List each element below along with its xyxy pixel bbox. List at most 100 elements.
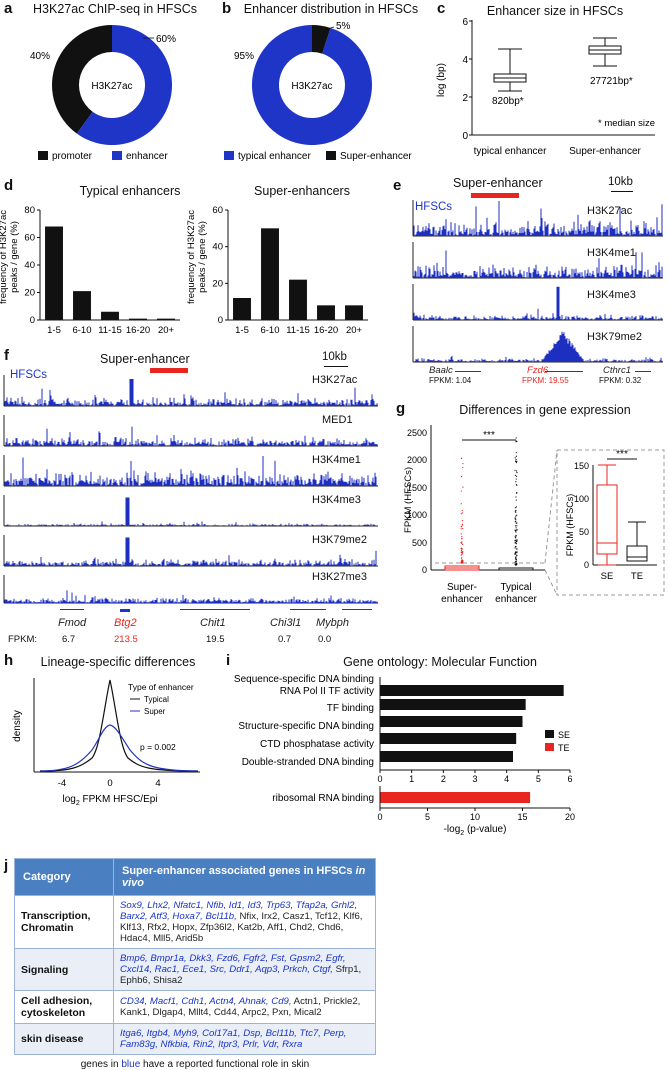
panel-e-letter: e: [393, 177, 402, 194]
track-h3k4me3: [412, 284, 663, 321]
go-term-label: Structure-specific DNA binding: [238, 721, 374, 732]
track-label: H3K4me3: [587, 289, 636, 301]
track-label: H3K4me1: [312, 454, 361, 466]
x-tick-label: 5: [536, 774, 541, 784]
gene-fmod: Fmod: [58, 617, 87, 629]
legend-super: Super-enhancer: [340, 151, 412, 162]
tick: 1500: [407, 483, 427, 493]
x-tick-label: 6: [567, 774, 572, 784]
y-tick-label: 20: [212, 278, 223, 289]
track-label: H3K27ac: [312, 374, 358, 386]
donut-center-label: H3K27ac: [91, 81, 132, 92]
row-genes: Bmp6, Bmpr1a, Dkk3, Fzd6, Fgfr2, Fst, Gp…: [113, 948, 376, 991]
x-tick-label: 10: [470, 812, 480, 822]
track-label: H3K27ac: [587, 205, 633, 217]
track-h3k27ac: [412, 200, 663, 237]
donut-center-label: H3K27ac: [291, 81, 332, 92]
y-tick-label: 20: [24, 288, 35, 299]
go-bar-se: [380, 733, 517, 744]
gene-model: [120, 609, 130, 612]
x-tick-label: 16-20: [126, 325, 150, 336]
x-label-super: Super-enhancer: [569, 146, 641, 157]
inset-x-label: SE: [601, 571, 614, 582]
scale-bar: [324, 366, 348, 367]
y-axis-label: frequency of H3K27ac: [0, 210, 9, 304]
legend-swatch-super: [326, 151, 336, 160]
x-tick-label: 1: [409, 774, 414, 784]
tick: 500: [412, 538, 427, 548]
x-tick-label: 20+: [158, 325, 175, 336]
go-term-label: RNA Pol II TF activity: [280, 686, 374, 697]
donut-slice-typical: [251, 24, 372, 145]
bar: [157, 318, 175, 320]
row-genes: CD34, Macf1, Cdh1, Actn4, Ahnak, Cd9, Ac…: [113, 990, 376, 1024]
track-label: H3K79me2: [587, 331, 643, 343]
bar: [261, 228, 279, 320]
tick: 4: [462, 55, 468, 66]
panel-h-letter: h: [4, 652, 14, 669]
go-term-label: ribosomal RNA binding: [272, 793, 374, 804]
panel-i-letter: i: [226, 652, 231, 669]
panel-d-letter: d: [4, 177, 14, 194]
gene-baalc: Baalc: [429, 365, 453, 376]
x-tick-label: 4: [504, 774, 509, 784]
x-tick-label: 0: [377, 812, 382, 822]
gene-model: [180, 609, 250, 610]
gene-model: [455, 371, 481, 372]
gene-model: [60, 609, 84, 610]
tick: 0: [422, 565, 427, 575]
go-bar-se: [380, 699, 526, 710]
y-tick-label: 60: [212, 205, 223, 216]
track-h3k4me1: [3, 455, 378, 487]
panel-a-letter: a: [4, 0, 13, 17]
bar: [345, 305, 363, 320]
inset-box-te: [626, 545, 648, 562]
tick: 100: [574, 494, 589, 504]
tick: 2000: [407, 455, 427, 465]
x-tick-label: 6-10: [260, 325, 279, 336]
tick: 2500: [407, 428, 427, 438]
y-tick-label: 80: [24, 205, 35, 216]
inset-significance: ***: [616, 449, 628, 460]
median-super: 27721bp*: [590, 76, 633, 87]
median-typical: 820bp*: [492, 96, 524, 107]
track-label: H3K27me3: [312, 571, 368, 583]
inset-box-se: [596, 484, 618, 555]
y-tick-label: 60: [24, 233, 35, 244]
fpkm-value: 0.0: [318, 634, 332, 645]
fpkm-value: 19.5: [206, 634, 225, 645]
gene-chit1: Chit1: [200, 617, 226, 629]
y-axis-label: FPKM (HFSCs): [403, 467, 414, 533]
tick: 4: [155, 778, 160, 789]
scale-bar: [611, 191, 633, 192]
tick: 2: [462, 93, 468, 104]
y-tick-label: 0: [218, 315, 223, 326]
row-category: skin disease: [14, 1023, 114, 1055]
panel-c-boxplot: log (bp) 0 2 4 6 820bp* 27721bp* * media…: [436, 17, 655, 157]
fpkm-label: FPKM:: [8, 634, 38, 645]
tick: 6: [462, 17, 468, 28]
go-bar-se: [380, 751, 513, 762]
x-axis-label: log2 FPKM HFSC/Epi: [62, 794, 157, 807]
x-label-typical-2: enhancer: [495, 594, 537, 605]
track-label: H3K4me3: [312, 494, 361, 506]
pct-enhancer: 60%: [156, 34, 176, 45]
panel-c-title: Enhancer size in HFSCs: [486, 4, 624, 18]
panel-g-letter: g: [396, 400, 406, 417]
gene-mybph: Mybph: [316, 617, 350, 629]
y-axis-label: peaks / gene (%): [197, 221, 208, 293]
legend-swatch-enhancer: [112, 151, 122, 160]
super-enhancer-bar: [471, 193, 519, 198]
panel-g-boxplot: FPKM (HFSCs) 0 500 1000 1500 2000 2500 *…: [403, 425, 665, 605]
gene-table: Category Super-enhancer associated genes…: [14, 858, 376, 1070]
go-bar-te: [380, 792, 531, 803]
super-enhancer-label: Super-enhancer: [453, 176, 543, 190]
y-tick-label: 40: [24, 260, 35, 271]
x-tick-label: 3: [472, 774, 477, 784]
tick: -4: [58, 778, 66, 789]
y-axis-label: log (bp): [436, 63, 447, 97]
fpkm-value: 0.7: [278, 634, 292, 645]
track-h3k79me2: [412, 326, 663, 363]
bar: [129, 318, 147, 320]
